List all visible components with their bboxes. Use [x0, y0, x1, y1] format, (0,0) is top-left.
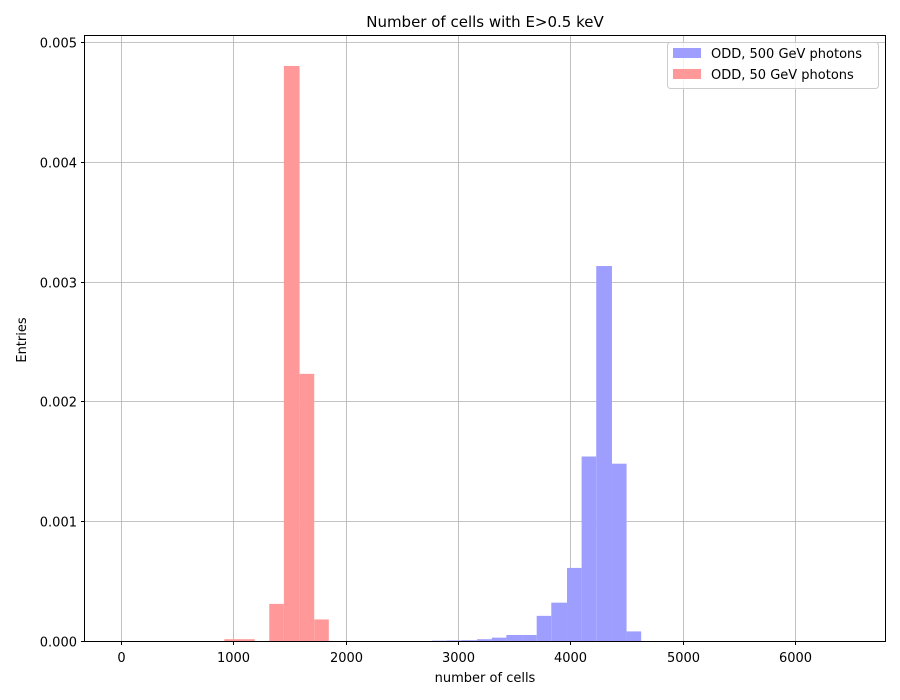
y-axis-label: Entries — [15, 317, 30, 363]
x-tick-label: 2000 — [330, 651, 363, 666]
x-axis-label: number of cells — [435, 671, 536, 686]
x-tick-label: 0 — [117, 651, 125, 666]
plot-frame — [84, 35, 886, 642]
histogram-bar-50gev — [240, 639, 255, 641]
histogram-bar-50gev — [269, 603, 284, 641]
histogram-bar-500gev — [506, 635, 523, 641]
histogram-bar-50gev — [283, 65, 300, 641]
y-axis-ticks: 0.000 0.001 0.002 0.003 0.004 0.005 — [40, 37, 85, 651]
legend-box — [667, 42, 879, 89]
histogram-bar-500gev — [626, 631, 642, 641]
legend-swatch-50gev — [673, 69, 701, 79]
histogram-bar-500gev — [477, 639, 492, 641]
histogram-bar-500gev — [536, 615, 552, 641]
histogram-bar-50gev — [299, 373, 315, 641]
legend-swatch-500gev — [673, 48, 701, 58]
x-tick-label: 5000 — [667, 651, 700, 666]
histogram-bar-500gev — [522, 635, 537, 641]
x-tick-label: 4000 — [554, 651, 587, 666]
y-tick-label: 0.004 — [40, 157, 77, 172]
legend-label-50gev: ODD, 50 GeV photons — [711, 68, 854, 83]
histogram-bar-500gev — [446, 640, 462, 641]
legend-label-500gev: ODD, 500 GeV photons — [711, 47, 862, 62]
x-axis-ticks: 0 1000 2000 3000 4000 5000 6000 — [117, 641, 812, 666]
histogram-bar-50gev — [224, 639, 241, 641]
y-tick-label: 0.005 — [40, 37, 77, 52]
y-tick-label: 0.000 — [40, 636, 77, 651]
y-tick-label: 0.002 — [40, 396, 77, 411]
histogram-bar-500gev — [596, 266, 612, 641]
histogram-bar-500gev — [491, 637, 507, 641]
histogram-bars — [224, 65, 642, 641]
chart-title: Number of cells with E>0.5 keV — [366, 13, 604, 31]
y-tick-label: 0.001 — [40, 516, 77, 531]
grid-lines — [85, 36, 885, 642]
histogram-bar-500gev — [567, 567, 582, 641]
histogram-bar-500gev — [611, 463, 627, 641]
histogram-bar-500gev — [461, 640, 478, 641]
x-tick-label: 1000 — [217, 651, 250, 666]
histogram-bar-50gev — [314, 619, 329, 641]
y-tick-label: 0.003 — [40, 277, 77, 292]
legend: ODD, 500 GeV photons ODD, 50 GeV photons — [667, 42, 879, 89]
x-tick-label: 6000 — [779, 651, 812, 666]
histogram-bar-500gev — [551, 602, 568, 641]
x-tick-label: 3000 — [442, 651, 475, 666]
histogram-bar-500gev — [581, 456, 597, 641]
